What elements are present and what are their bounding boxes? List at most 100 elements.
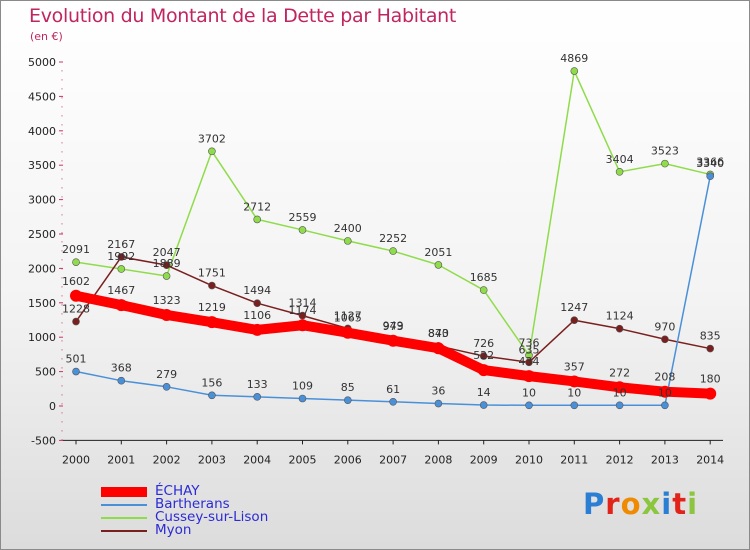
- data-point-cussey: [434, 261, 443, 269]
- data-label-bartherans: 36: [431, 385, 445, 398]
- legend-swatch-echay: [101, 487, 147, 497]
- data-label-echay: 180: [700, 373, 721, 386]
- data-point-bartherans: [525, 401, 533, 410]
- data-point-myon: [706, 344, 715, 353]
- data-point-echay: [432, 342, 445, 355]
- data-label-bartherans: 14: [477, 386, 491, 399]
- data-point-echay: [704, 387, 717, 400]
- data-point-echay: [613, 381, 626, 394]
- chart-legend: ÉCHAY Bartherans Cussey-sur-Lison Myon: [99, 483, 268, 537]
- y-tick-label: 4000: [28, 125, 56, 138]
- proxiti-logo: Proxiti: [583, 487, 698, 521]
- x-tick-label: 2010: [515, 453, 543, 466]
- legend-label-echay: ÉCHAY: [155, 483, 200, 499]
- data-point-echay: [341, 326, 354, 339]
- x-tick-label: 2008: [424, 453, 452, 466]
- data-label-bartherans: 133: [247, 378, 268, 391]
- data-label-cussey: 2252: [379, 232, 407, 245]
- data-label-myon: 2167: [107, 238, 135, 251]
- legend-swatch-bartherans: [101, 504, 147, 506]
- data-point-cussey: [253, 215, 262, 224]
- data-point-cussey: [479, 286, 488, 294]
- data-label-cussey: 4869: [560, 52, 588, 65]
- data-point-cussey: [298, 226, 307, 234]
- data-label-cussey: 2091: [62, 243, 90, 256]
- data-point-cussey: [661, 159, 669, 168]
- data-label-echay: 357: [564, 360, 585, 373]
- x-tick-label: 2012: [606, 453, 634, 466]
- data-label-cussey: 3366: [696, 155, 724, 168]
- data-label-echay: 434: [519, 355, 540, 368]
- data-label-bartherans: 61: [386, 383, 400, 396]
- data-point-cussey: [343, 237, 352, 245]
- data-point-myon: [570, 316, 579, 325]
- data-label-myon: 2047: [153, 246, 181, 259]
- x-tick-label: 2007: [379, 453, 407, 466]
- data-label-myon: 1494: [243, 284, 271, 297]
- data-point-cussey: [162, 272, 171, 280]
- data-point-myon: [479, 352, 488, 360]
- data-point-myon: [615, 324, 624, 333]
- data-label-cussey: 3404: [606, 153, 634, 166]
- y-tick-label: 0: [49, 400, 56, 413]
- data-point-bartherans: [208, 391, 216, 400]
- y-tick-label: 500: [35, 366, 56, 379]
- legend-item-cussey: Cussey-sur-Lison: [99, 510, 268, 524]
- x-tick-label: 2013: [651, 453, 679, 466]
- x-tick-label: 2000: [62, 453, 90, 466]
- logo-letter: i: [687, 487, 699, 521]
- data-label-myon: 1124: [606, 310, 634, 323]
- logo-letter: r: [605, 487, 621, 521]
- y-tick-label: 1500: [28, 297, 56, 310]
- data-label-cussey: 2051: [424, 246, 452, 259]
- data-point-bartherans: [706, 172, 715, 181]
- y-tick-label: 3500: [28, 159, 56, 172]
- data-point-bartherans: [479, 401, 488, 409]
- data-label-echay: 1323: [153, 294, 181, 307]
- data-label-myon: 635: [519, 343, 540, 356]
- data-point-echay: [160, 308, 173, 321]
- legend-swatch-myon: [101, 530, 147, 532]
- data-label-cussey: 1889: [153, 257, 181, 270]
- legend-item-bartherans: Bartherans: [99, 497, 268, 511]
- data-label-bartherans: 279: [156, 368, 177, 381]
- x-tick-label: 2006: [334, 453, 362, 466]
- data-point-myon: [162, 261, 171, 269]
- data-point-myon: [208, 281, 216, 290]
- x-tick-label: 2005: [289, 453, 317, 466]
- data-label-myon: 1228: [62, 303, 90, 316]
- data-point-echay: [523, 370, 535, 383]
- data-point-bartherans: [434, 399, 443, 408]
- data-label-cussey: 3523: [651, 145, 679, 158]
- data-label-bartherans: 10: [522, 386, 536, 399]
- y-tick-label: 2500: [28, 228, 56, 241]
- logo-letter: o: [620, 487, 642, 521]
- data-label-echay: 1467: [107, 284, 135, 297]
- data-point-echay: [568, 375, 581, 388]
- x-tick-label: 2014: [696, 453, 724, 466]
- legend-item-myon: Myon: [99, 523, 268, 537]
- data-point-echay: [658, 385, 671, 398]
- logo-letter: x: [641, 487, 662, 521]
- data-label-cussey: 736: [519, 336, 540, 349]
- data-point-echay: [115, 299, 128, 312]
- data-label-echay: 1219: [198, 301, 226, 314]
- data-label-echay: 1602: [62, 275, 90, 288]
- data-label-echay: 208: [654, 371, 675, 384]
- data-label-echay: 840: [428, 327, 449, 340]
- x-tick-label: 2001: [107, 453, 135, 466]
- legend-item-echay: ÉCHAY: [99, 483, 268, 499]
- data-point-bartherans: [253, 393, 262, 401]
- data-point-myon: [661, 335, 669, 344]
- data-label-myon: 726: [473, 337, 494, 350]
- data-label-cussey: 1685: [470, 271, 498, 284]
- data-point-myon: [525, 358, 533, 367]
- data-point-cussey: [72, 258, 80, 266]
- data-label-echay: 1106: [243, 309, 271, 322]
- x-tick-label: 2002: [153, 453, 181, 466]
- data-point-bartherans: [570, 401, 579, 410]
- x-tick-label: 2004: [243, 453, 271, 466]
- data-point-cussey: [570, 67, 579, 75]
- data-point-cussey: [389, 247, 397, 255]
